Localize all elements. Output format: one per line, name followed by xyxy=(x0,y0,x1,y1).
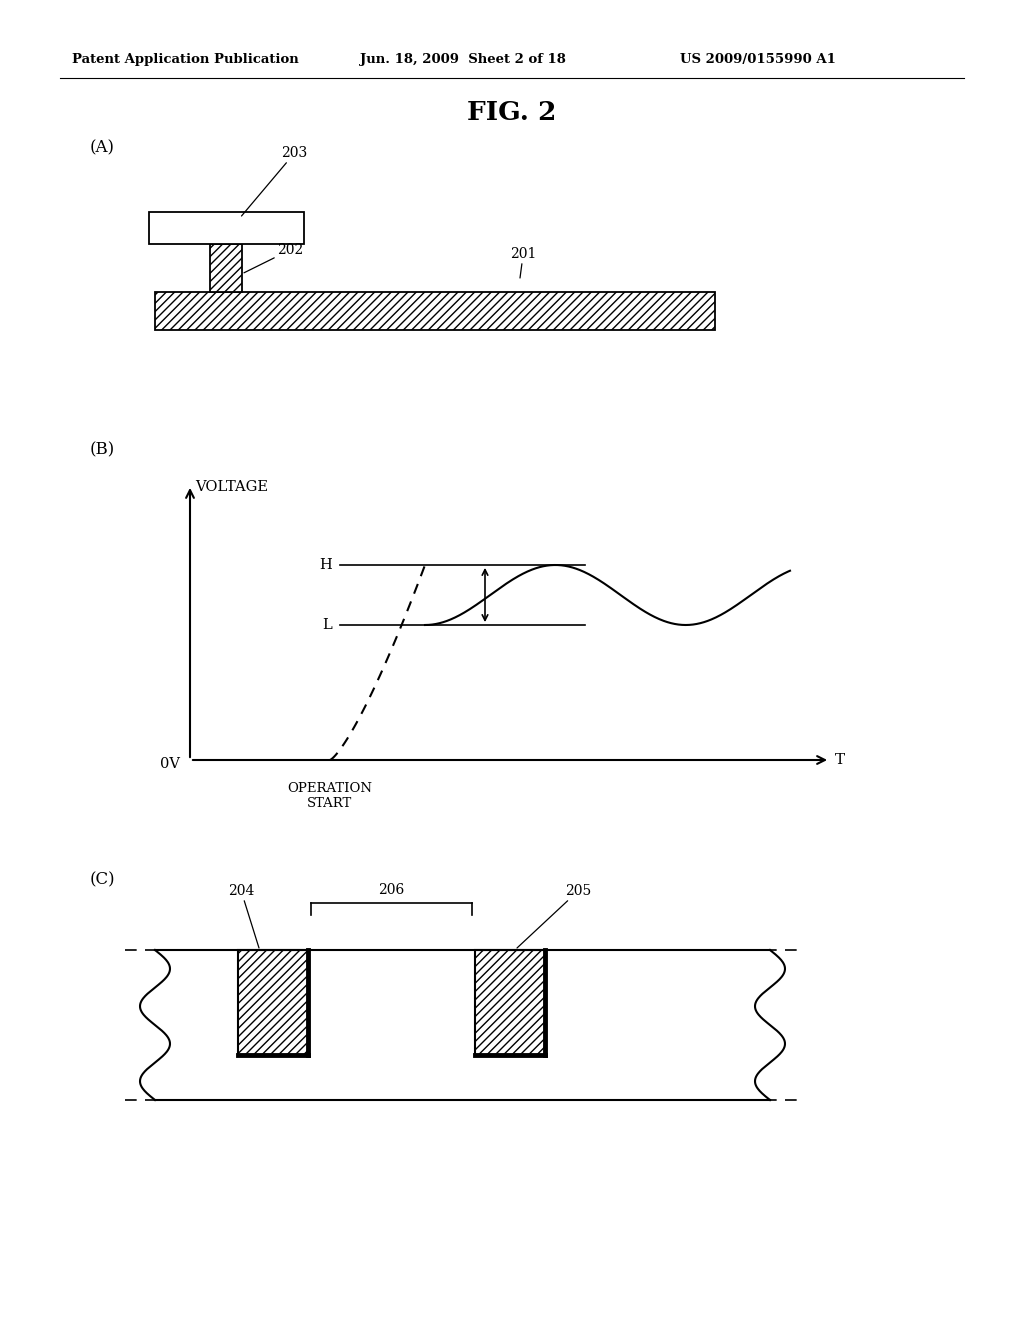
Text: Patent Application Publication: Patent Application Publication xyxy=(72,54,299,66)
Bar xyxy=(210,244,242,292)
Text: FIG. 2: FIG. 2 xyxy=(467,99,557,124)
Bar xyxy=(475,950,545,1055)
Text: H: H xyxy=(319,558,332,572)
Text: 201: 201 xyxy=(510,247,537,279)
Bar xyxy=(155,950,770,1100)
Text: (A): (A) xyxy=(90,140,115,157)
Text: 0V: 0V xyxy=(160,756,180,771)
Text: L: L xyxy=(323,618,332,632)
Text: VOLTAGE: VOLTAGE xyxy=(195,480,268,494)
Text: 205: 205 xyxy=(517,884,591,948)
Text: US 2009/0155990 A1: US 2009/0155990 A1 xyxy=(680,54,836,66)
Text: T: T xyxy=(835,752,845,767)
Text: 204: 204 xyxy=(228,884,259,948)
Text: (C): (C) xyxy=(90,871,116,888)
Bar xyxy=(148,213,303,244)
Text: 203: 203 xyxy=(242,147,308,216)
Text: 206: 206 xyxy=(379,883,404,898)
Text: Jun. 18, 2009  Sheet 2 of 18: Jun. 18, 2009 Sheet 2 of 18 xyxy=(360,54,566,66)
Text: 202: 202 xyxy=(244,243,303,273)
Text: OPERATION
START: OPERATION START xyxy=(288,781,373,810)
Bar xyxy=(155,292,715,330)
Text: (B): (B) xyxy=(90,441,116,458)
Bar xyxy=(238,950,308,1055)
